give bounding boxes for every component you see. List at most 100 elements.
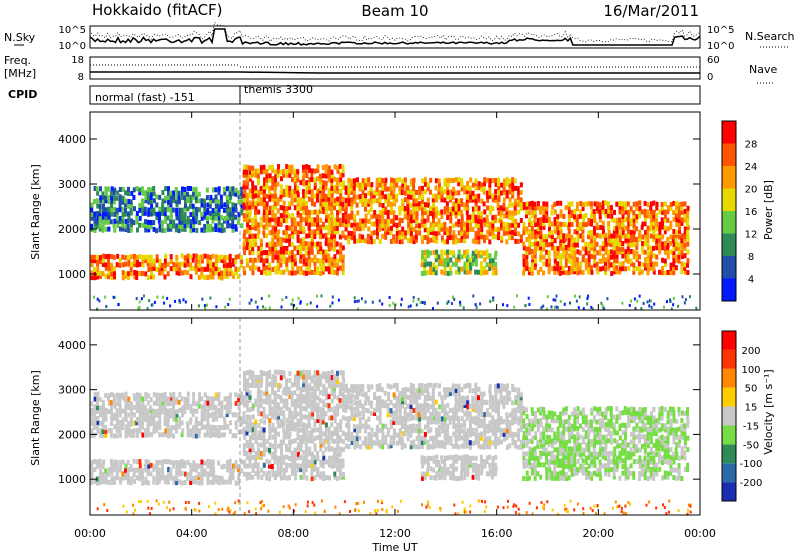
echo-cell xyxy=(332,302,334,305)
echo-cell xyxy=(243,242,246,247)
echo-cell xyxy=(296,403,299,408)
echo-cell xyxy=(410,305,412,308)
echo-cell xyxy=(503,187,506,192)
echo-cell xyxy=(246,420,249,425)
echo-cell xyxy=(392,210,395,215)
echo-cell xyxy=(257,267,260,272)
echo-cell xyxy=(229,298,231,301)
echo-cell xyxy=(172,195,175,200)
echo-cell xyxy=(274,391,277,396)
echo-cell xyxy=(288,387,291,392)
echo-cell xyxy=(201,274,204,279)
echo-cell xyxy=(364,198,367,203)
echo-cell xyxy=(204,461,207,466)
echo-cell xyxy=(254,399,257,404)
echo-cell xyxy=(169,401,172,406)
echo-cell xyxy=(305,241,308,246)
echo-cell xyxy=(457,190,460,195)
echo-cell xyxy=(121,409,124,414)
echo-cell xyxy=(577,234,580,239)
echo-cell xyxy=(373,230,376,235)
echo-cell xyxy=(415,198,418,203)
echo-cell xyxy=(282,169,285,174)
echo-cell xyxy=(313,428,316,433)
echo-cell xyxy=(119,263,122,268)
echo-cell xyxy=(533,202,536,207)
echo-cell xyxy=(325,371,328,376)
echo-cell xyxy=(102,258,105,263)
echo-cell xyxy=(424,432,427,437)
echo-cell xyxy=(229,420,232,425)
echo-cell xyxy=(227,303,229,306)
echo-cell xyxy=(302,387,305,392)
echo-cell xyxy=(594,201,597,206)
echo-cell xyxy=(325,225,328,230)
echo-cell xyxy=(104,186,107,191)
echo-cell xyxy=(466,416,469,421)
echo-cell xyxy=(105,227,108,232)
echo-cell xyxy=(565,222,568,227)
echo-cell xyxy=(508,203,511,208)
nsky-left-tick-bottom: 10^0 xyxy=(59,41,86,52)
echo-cell xyxy=(147,267,150,272)
echo-cell xyxy=(336,423,339,428)
echo-cell xyxy=(463,420,466,425)
echo-cell xyxy=(483,177,486,182)
echo-cell xyxy=(249,383,252,388)
echo-cell xyxy=(113,413,116,418)
echo-cell xyxy=(229,254,232,259)
echo-cell xyxy=(121,425,124,430)
echo-cell xyxy=(266,201,269,206)
echo-cell xyxy=(246,414,249,419)
echo-cell xyxy=(423,219,426,224)
echo-cell xyxy=(401,239,404,244)
echo-cell xyxy=(167,262,170,267)
echo-cell xyxy=(291,464,294,469)
echo-cell xyxy=(152,220,155,225)
echo-cell xyxy=(328,371,331,376)
echo-cell xyxy=(652,201,655,206)
echo-cell xyxy=(170,425,173,430)
echo-cell xyxy=(96,429,99,434)
echo-cell xyxy=(246,451,249,456)
echo-cell xyxy=(630,243,633,248)
echo-cell xyxy=(412,182,415,187)
echo-cell xyxy=(469,258,472,263)
echo-cell xyxy=(619,262,622,267)
echo-cell xyxy=(435,408,438,413)
echo-cell xyxy=(274,475,277,480)
echo-cell xyxy=(610,205,613,210)
echo-cell xyxy=(353,227,356,232)
echo-cell xyxy=(466,436,469,441)
echo-cell xyxy=(585,250,588,255)
echo-cell xyxy=(300,300,302,303)
echo-cell xyxy=(367,384,370,389)
echo-cell xyxy=(243,180,246,185)
echo-cell xyxy=(387,412,390,417)
echo-cell xyxy=(91,460,94,465)
echo-cell xyxy=(342,371,345,376)
echo-cell xyxy=(192,434,195,439)
echo-cell xyxy=(542,305,544,308)
echo-cell xyxy=(158,195,161,200)
echo-cell xyxy=(590,230,593,235)
echo-cell xyxy=(105,417,108,422)
echo-cell xyxy=(257,174,260,179)
echo-cell xyxy=(207,414,210,419)
echo-cell xyxy=(302,189,305,194)
echo-cell xyxy=(381,190,384,195)
echo-cell xyxy=(115,460,118,465)
echo-cell xyxy=(201,298,203,301)
echo-cell xyxy=(285,206,288,211)
echo-cell xyxy=(582,246,585,251)
echo-cell xyxy=(206,429,209,434)
echo-cell xyxy=(406,387,409,392)
echo-cell xyxy=(475,387,478,392)
echo-cell xyxy=(322,234,325,239)
echo-cell xyxy=(305,370,308,375)
echo-cell xyxy=(263,371,266,376)
echo-cell xyxy=(483,201,486,206)
echo-cell xyxy=(345,186,348,191)
echo-cell xyxy=(206,188,209,193)
echo-cell xyxy=(226,271,229,276)
